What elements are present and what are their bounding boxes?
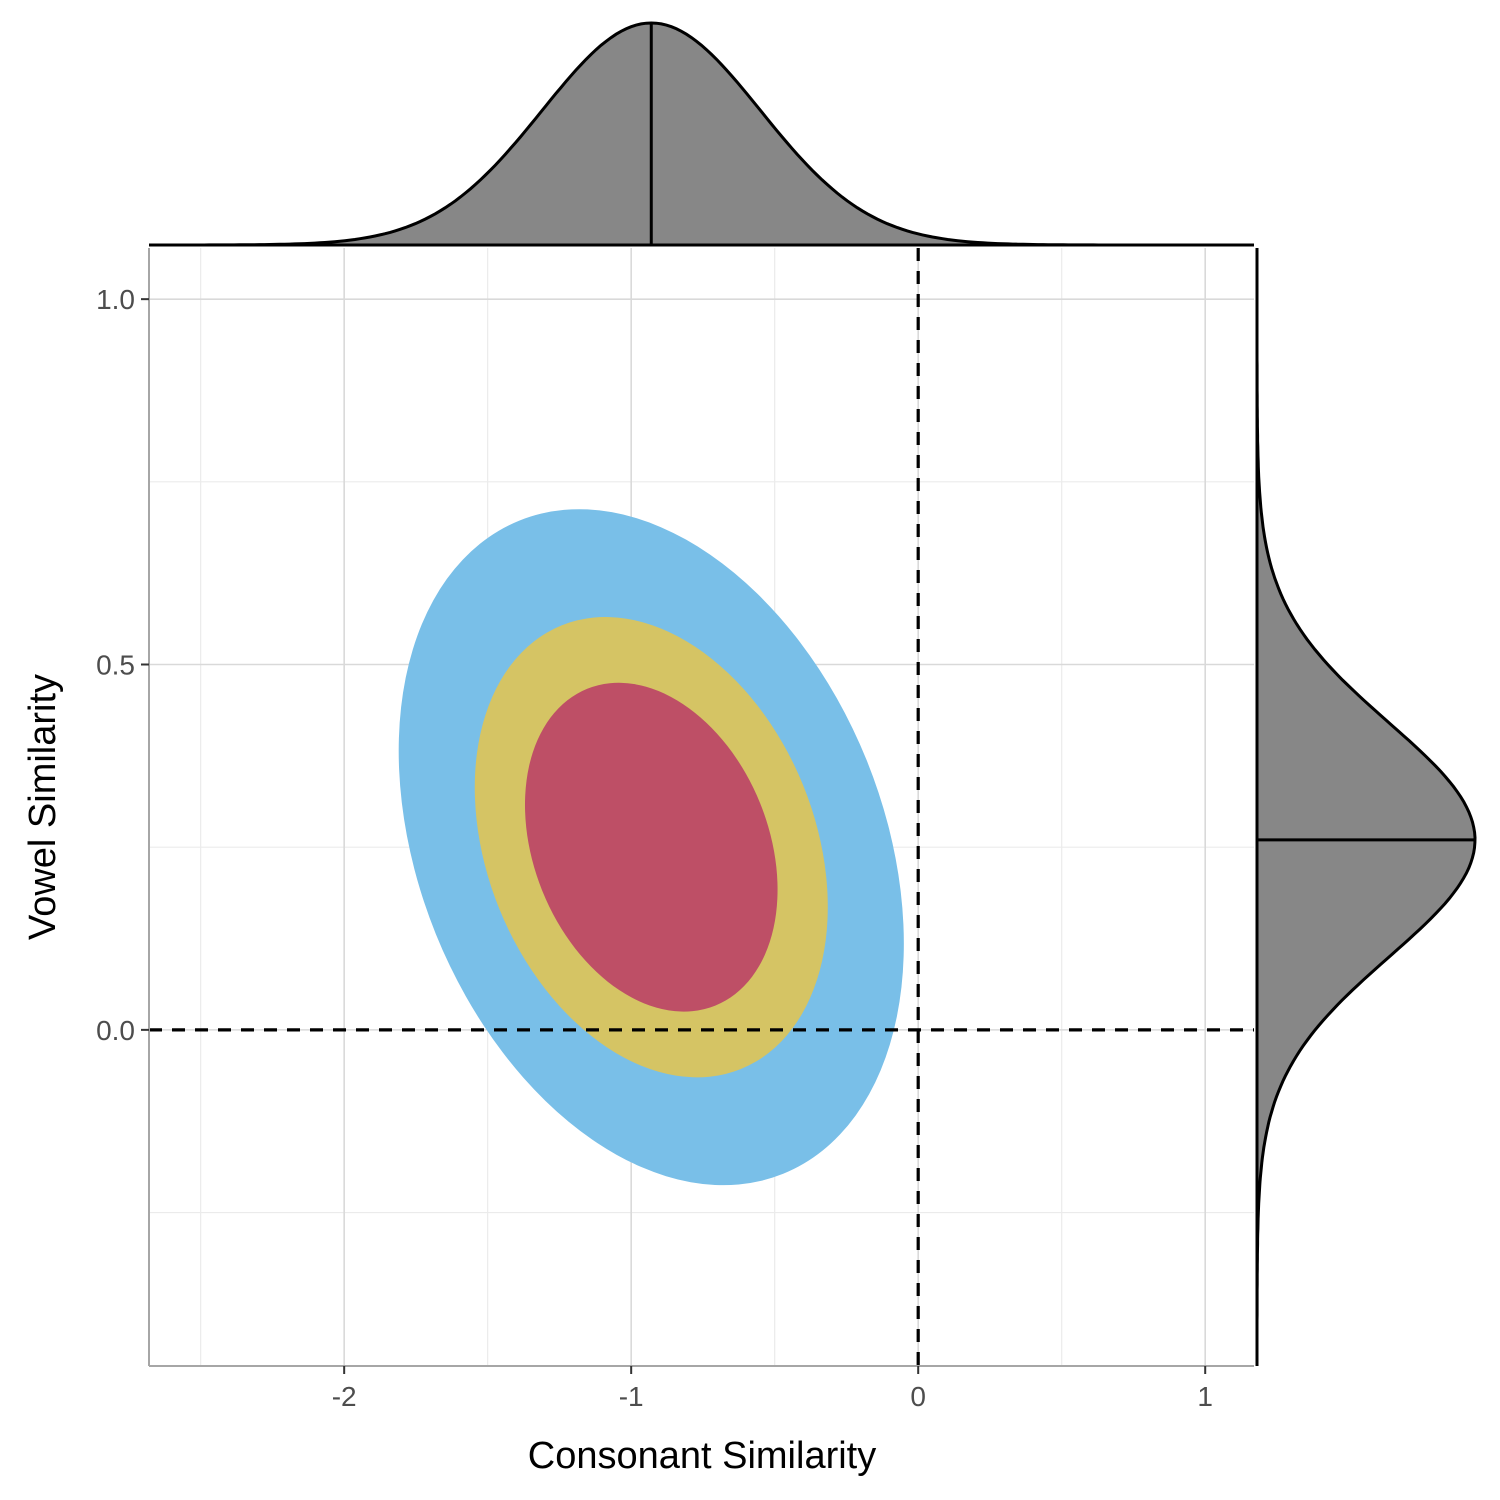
- x-axis-title: Consonant Similarity: [528, 1435, 876, 1477]
- y-tick-label: 0.5: [96, 650, 135, 681]
- y-axis-ticks: 0.0 0.5 1.0: [96, 284, 149, 1046]
- y-axis-title: Vowel Similarity: [22, 674, 64, 940]
- marginal-x-density: [149, 21, 1254, 247]
- y-tick-label: 0.0: [96, 1015, 135, 1046]
- y-tick-label: 1.0: [96, 284, 135, 315]
- marginal-y-density: [1255, 248, 1477, 1366]
- density-region-inner: [524, 682, 778, 1012]
- density-regions: [398, 509, 904, 1186]
- marginal-y-density-curve: [1255, 248, 1477, 1366]
- x-axis-ticks: -2 -1 0 1: [332, 1366, 1213, 1412]
- x-tick-label: 0: [910, 1381, 926, 1412]
- marginal-x-density-curve: [149, 21, 1254, 247]
- x-tick-label: -2: [332, 1381, 357, 1412]
- x-tick-label: -1: [619, 1381, 644, 1412]
- x-tick-label: 1: [1197, 1381, 1213, 1412]
- reference-lines: [148, 248, 1254, 1367]
